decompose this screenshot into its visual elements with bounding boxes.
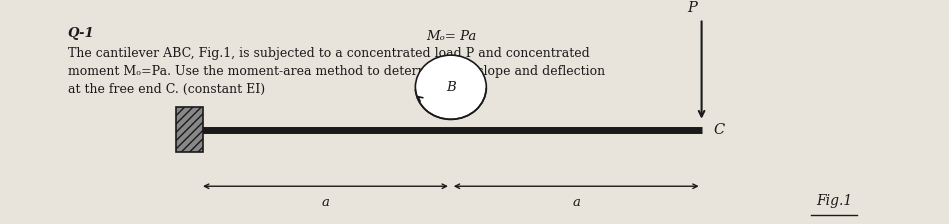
- Text: Mₒ= Pa: Mₒ= Pa: [426, 30, 476, 43]
- Text: P: P: [687, 0, 698, 15]
- Text: A: A: [182, 123, 193, 137]
- Text: Fig.1: Fig.1: [816, 194, 852, 208]
- Text: B: B: [446, 81, 456, 94]
- Text: C: C: [713, 123, 724, 137]
- Text: a: a: [572, 196, 580, 209]
- Bar: [177, 108, 203, 152]
- Text: a: a: [322, 196, 329, 209]
- Text: Q-1: Q-1: [67, 27, 94, 40]
- Text: The cantilever ABC, Fig.1, is subjected to a concentrated load P and concentrate: The cantilever ABC, Fig.1, is subjected …: [67, 47, 605, 96]
- Ellipse shape: [416, 55, 486, 119]
